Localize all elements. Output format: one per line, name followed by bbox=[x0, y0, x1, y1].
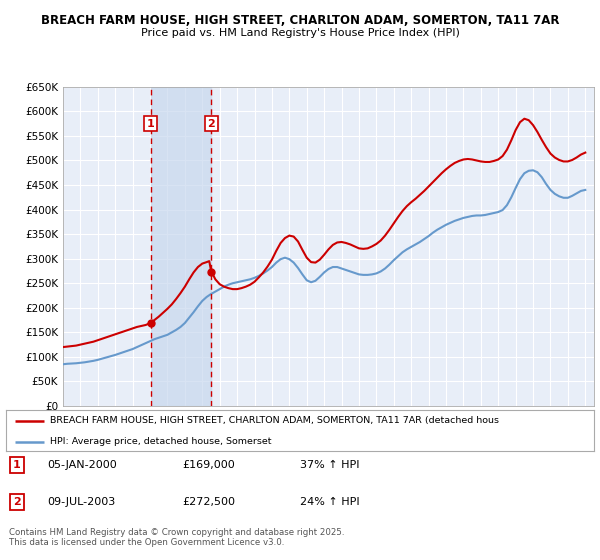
Text: Contains HM Land Registry data © Crown copyright and database right 2025.
This d: Contains HM Land Registry data © Crown c… bbox=[9, 528, 344, 547]
Text: HPI: Average price, detached house, Somerset: HPI: Average price, detached house, Some… bbox=[50, 437, 272, 446]
Text: 1: 1 bbox=[13, 460, 20, 470]
Bar bbox=[151, 87, 211, 406]
Text: 1: 1 bbox=[146, 119, 154, 128]
Text: 09-JUL-2003: 09-JUL-2003 bbox=[47, 497, 115, 507]
Text: 05-JAN-2000: 05-JAN-2000 bbox=[47, 460, 117, 470]
Text: 2: 2 bbox=[208, 119, 215, 128]
Text: £272,500: £272,500 bbox=[182, 497, 235, 507]
Text: Price paid vs. HM Land Registry's House Price Index (HPI): Price paid vs. HM Land Registry's House … bbox=[140, 28, 460, 38]
Text: BREACH FARM HOUSE, HIGH STREET, CHARLTON ADAM, SOMERTON, TA11 7AR: BREACH FARM HOUSE, HIGH STREET, CHARLTON… bbox=[41, 14, 559, 27]
Text: £169,000: £169,000 bbox=[182, 460, 235, 470]
Text: 2: 2 bbox=[13, 497, 20, 507]
Text: 24% ↑ HPI: 24% ↑ HPI bbox=[300, 497, 359, 507]
Text: 37% ↑ HPI: 37% ↑ HPI bbox=[300, 460, 359, 470]
Text: BREACH FARM HOUSE, HIGH STREET, CHARLTON ADAM, SOMERTON, TA11 7AR (detached hous: BREACH FARM HOUSE, HIGH STREET, CHARLTON… bbox=[50, 416, 499, 425]
